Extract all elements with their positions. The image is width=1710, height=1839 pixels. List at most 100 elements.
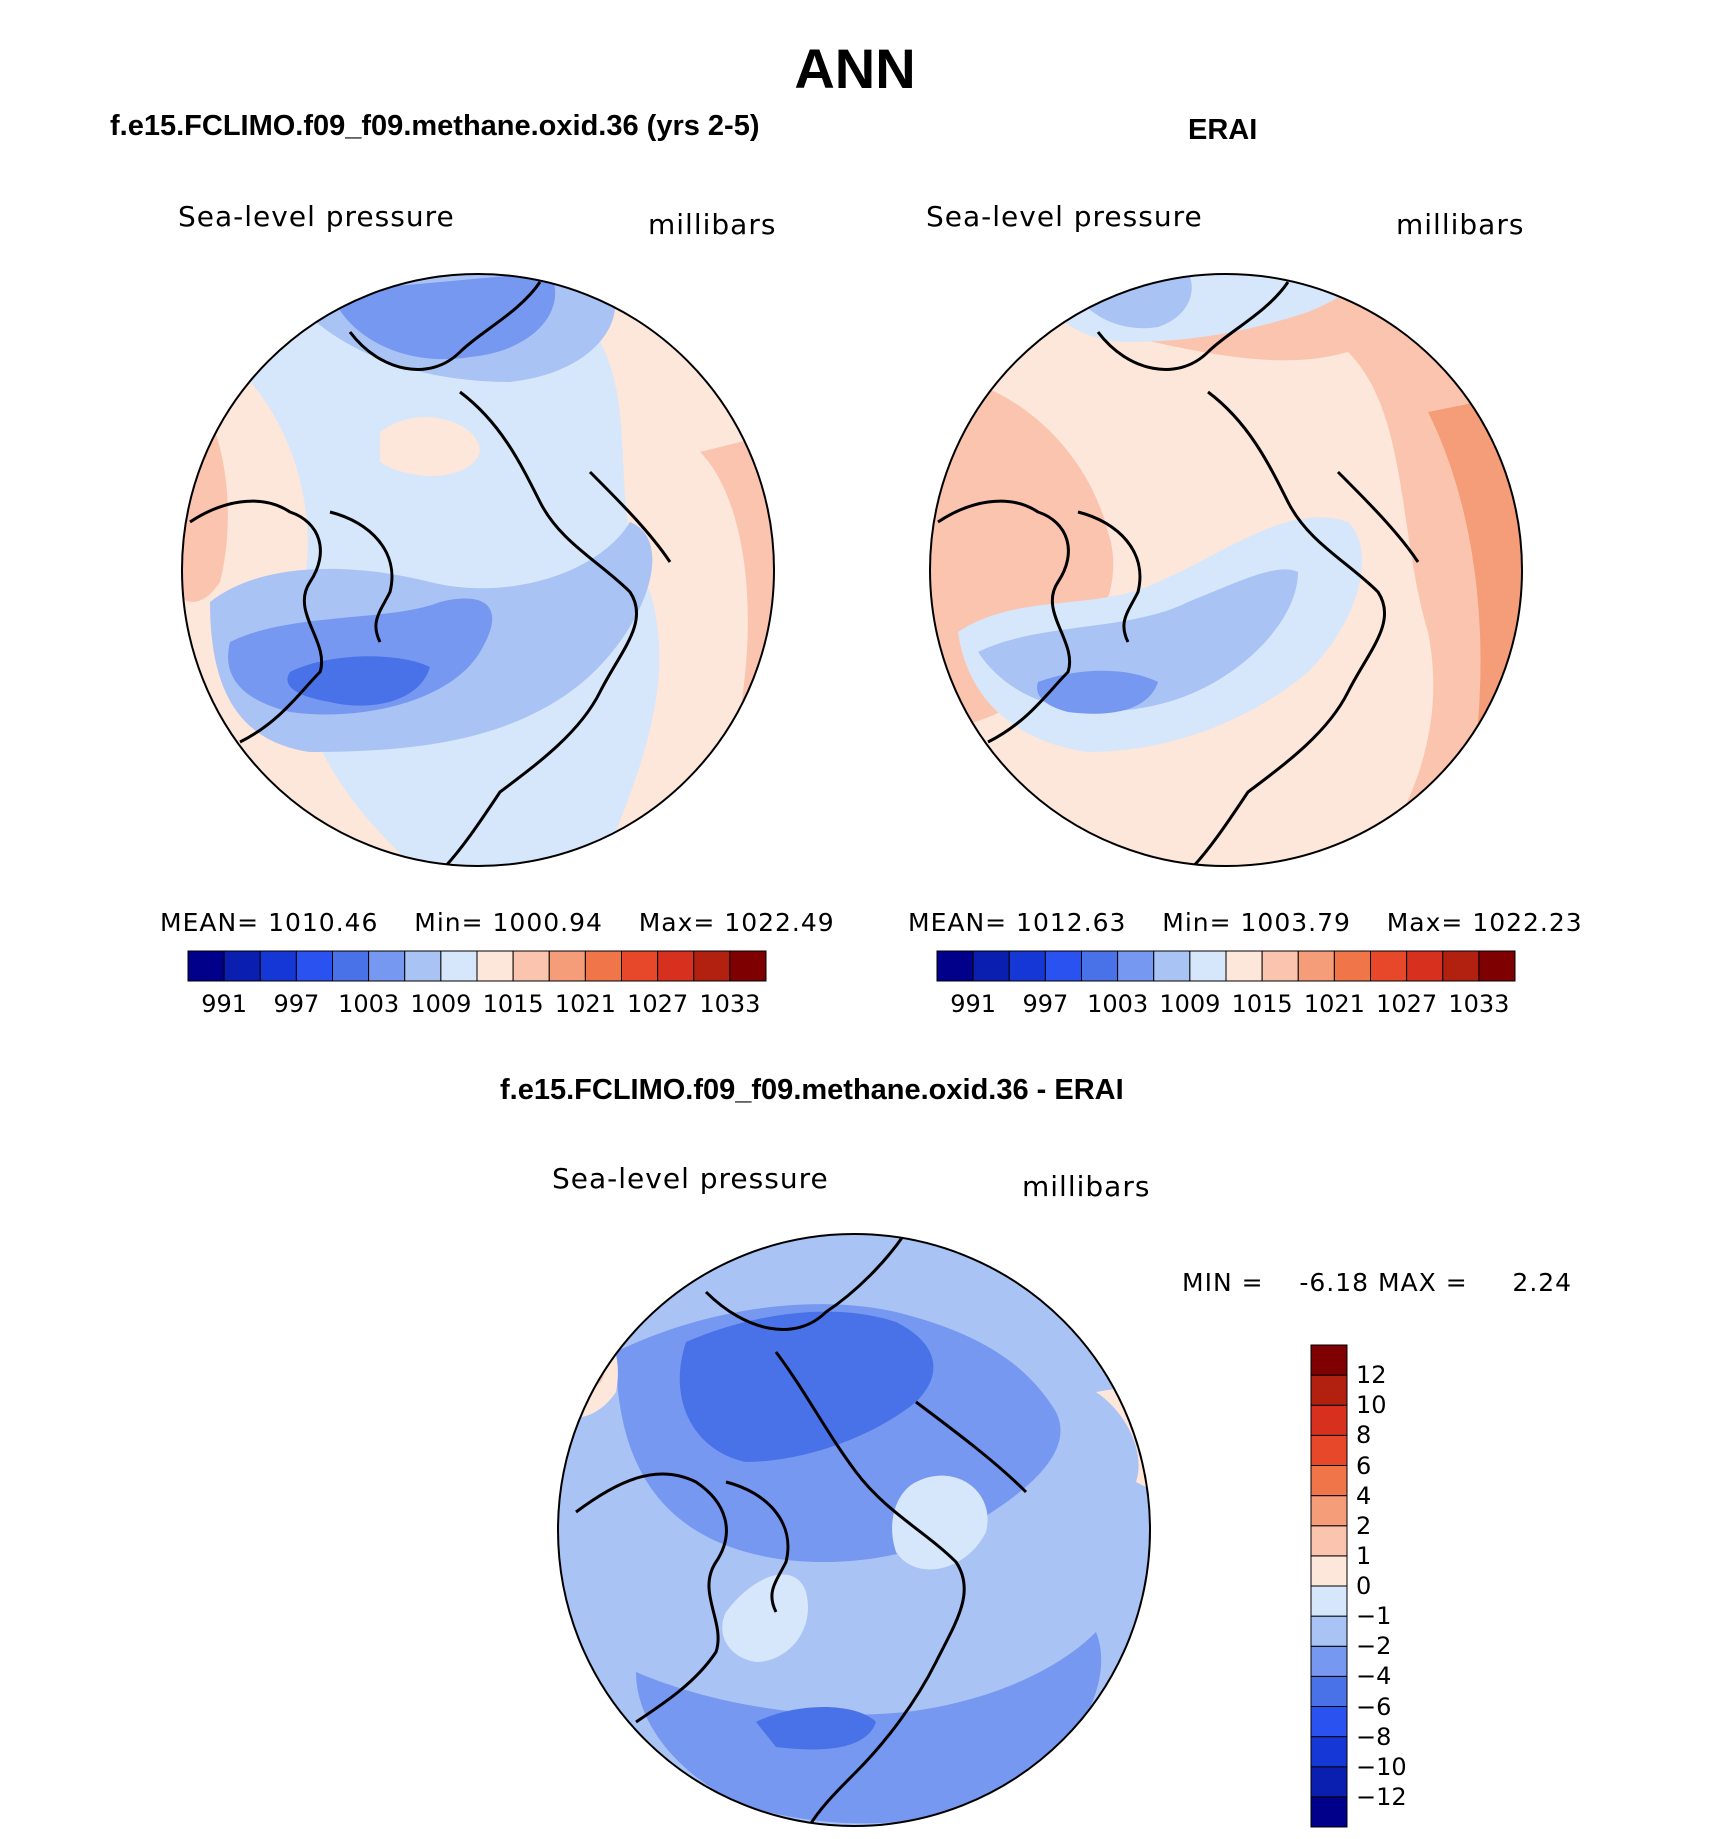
colorbar-tick-label: −8	[1356, 1722, 1392, 1751]
model-max-value: 1022.49	[724, 908, 835, 937]
obs-min-label: Min=	[1162, 908, 1232, 937]
colorbar-swatch	[259, 950, 297, 982]
colorbar-swatch	[1310, 1615, 1348, 1647]
colorbar-swatch	[1310, 1736, 1348, 1768]
colorbar-tick-label: 1015	[482, 990, 544, 1018]
colorbar-tick-label: 1021	[1303, 990, 1365, 1018]
colorbar-swatch	[1310, 1796, 1348, 1828]
colorbar-tick-label: 10	[1356, 1391, 1387, 1420]
colorbar-swatch	[1081, 950, 1119, 982]
colorbar-swatch	[1310, 1766, 1348, 1798]
colorbar-swatch	[1310, 1404, 1348, 1436]
colorbar-tick-label: 1	[1356, 1541, 1372, 1570]
colorbar-tick-label: 4	[1356, 1481, 1372, 1510]
colorbar-swatch	[1261, 950, 1299, 982]
model-field-pos-west-strong	[182, 382, 228, 602]
colorbar-swatch	[621, 950, 659, 982]
colorbar-tick-label: 8	[1356, 1421, 1372, 1450]
obs-max-label: Max=	[1386, 908, 1464, 937]
model-min-label: Min=	[414, 908, 484, 937]
colorbar-swatch	[1189, 950, 1227, 982]
colorbar-tick-label: 6	[1356, 1451, 1372, 1480]
colorbar-tick-label: 1033	[1448, 990, 1510, 1018]
colorbar-swatch	[1310, 1675, 1348, 1707]
colorbar-swatch	[1310, 1525, 1348, 1557]
obs-map-border	[929, 273, 1523, 867]
model-mean-value: 1010.46	[268, 908, 379, 937]
colorbar-tick-label: 1033	[699, 990, 761, 1018]
colorbar-swatch	[1117, 950, 1155, 982]
colorbar-swatch	[1442, 950, 1480, 982]
model-variable-label: Sea-level pressure	[178, 200, 455, 233]
colorbar-swatch	[1153, 950, 1191, 982]
diff-map-border	[557, 1233, 1151, 1827]
model-field-neg-north-strong	[330, 274, 556, 360]
obs-colorbar-ticks: 991 997 1003 1009 1015 1021 1027 1033	[937, 990, 1515, 1020]
diff-colorbar-ticks: 12 10 8 6 4 2 1 0 −1 −2 −4 −6 −8 −10 −12	[1356, 1345, 1436, 1827]
colorbar-swatch	[1310, 1465, 1348, 1497]
colorbar-swatch	[584, 950, 622, 982]
model-field-pos-arctic	[380, 417, 480, 476]
model-field-pos-east	[580, 274, 774, 866]
colorbar-swatch	[936, 950, 974, 982]
diff-variable-label: Sea-level pressure	[552, 1162, 829, 1195]
obs-units-label: millibars	[1396, 208, 1525, 241]
colorbar-tick-label: 1015	[1231, 990, 1293, 1018]
diff-units-label: millibars	[1022, 1170, 1151, 1203]
colorbar-tick-label: 1003	[1087, 990, 1149, 1018]
obs-field-neg-atlantic-mid	[978, 569, 1298, 712]
diff-panel-heading: f.e15.FCLIMO.f09_f09.methane.oxid.36 - E…	[500, 1074, 1124, 1106]
colorbar-swatch	[1225, 950, 1263, 982]
obs-mean-value: 1012.63	[1016, 908, 1127, 937]
model-min-value: 1000.94	[492, 908, 603, 937]
obs-min-value: 1003.79	[1240, 908, 1351, 937]
colorbar-swatch	[729, 950, 767, 982]
colorbar-swatch	[1310, 1706, 1348, 1738]
colorbar-tick-label: 1027	[627, 990, 689, 1018]
colorbar-tick-label: −6	[1356, 1692, 1392, 1721]
diff-max-value: 2.24	[1512, 1268, 1573, 1297]
diff-field-pos-west-strong	[566, 1322, 605, 1388]
colorbar-swatch	[1297, 950, 1335, 982]
model-colorbar	[187, 950, 767, 982]
diff-field-neg-south-strong	[756, 1707, 876, 1750]
colorbar-swatch	[476, 950, 514, 982]
colorbar-tick-label: 991	[950, 990, 997, 1018]
colorbar-swatch	[332, 950, 370, 982]
obs-max-value: 1022.23	[1472, 908, 1583, 937]
colorbar-swatch	[1310, 1585, 1348, 1617]
model-map	[181, 273, 775, 867]
obs-variable-label: Sea-level pressure	[926, 200, 1203, 233]
colorbar-swatch	[1406, 950, 1444, 982]
colorbar-swatch	[1333, 950, 1371, 982]
colorbar-swatch	[1310, 1495, 1348, 1527]
colorbar-swatch	[693, 950, 731, 982]
colorbar-tick-label: −1	[1356, 1602, 1392, 1631]
colorbar-swatch	[512, 950, 550, 982]
obs-panel-heading: ERAI	[1188, 114, 1258, 146]
colorbar-tick-label: 1003	[338, 990, 400, 1018]
colorbar-tick-label: 991	[201, 990, 248, 1018]
colorbar-swatch	[1478, 950, 1516, 982]
colorbar-swatch	[1008, 950, 1046, 982]
colorbar-swatch	[657, 950, 695, 982]
model-field-icelandic-low	[287, 656, 430, 706]
diff-max-label: MAX =	[1377, 1268, 1468, 1297]
obs-field-icelandic-low	[1037, 670, 1158, 714]
model-map-border	[181, 273, 775, 867]
colorbar-swatch	[1310, 1344, 1348, 1376]
model-mean-label: MEAN=	[160, 908, 260, 937]
diff-field-neg-strong	[679, 1311, 934, 1462]
colorbar-tick-label: 997	[1022, 990, 1069, 1018]
diff-field-weak-east	[892, 1475, 988, 1570]
colorbar-tick-label: 12	[1356, 1361, 1387, 1390]
obs-map	[929, 273, 1523, 867]
colorbar-swatch	[1044, 950, 1082, 982]
colorbar-swatch	[1310, 1434, 1348, 1466]
colorbar-swatch	[368, 950, 406, 982]
figure-title: ANN	[794, 37, 916, 100]
colorbar-swatch	[1310, 1645, 1348, 1677]
obs-stats: MEAN= 1012.63 Min= 1003.79 Max= 1022.23	[908, 908, 1583, 937]
colorbar-swatch	[404, 950, 442, 982]
colorbar-swatch	[223, 950, 261, 982]
